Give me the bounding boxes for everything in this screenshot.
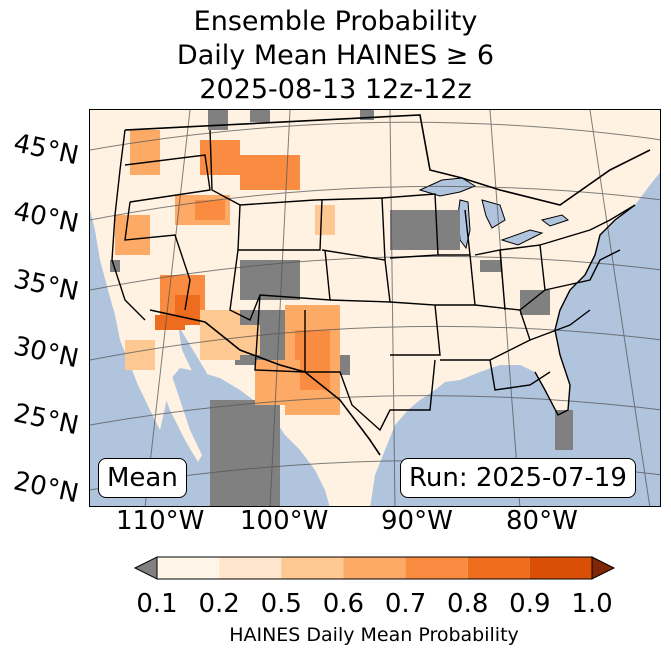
lat-label-20: 20°N <box>10 466 82 510</box>
title-line-3: 2025-08-13 12z-12z <box>199 74 472 105</box>
west-coastline <box>111 129 146 321</box>
colorbar-segment <box>219 557 282 579</box>
colorbar-outline <box>156 556 593 580</box>
colorbar-tick-label: 0.5 <box>260 589 302 619</box>
run-date-box: Run: 2025-07-19 <box>400 458 636 498</box>
lon-label-110: 110°W <box>116 506 205 536</box>
colorbar <box>133 556 616 580</box>
colorbar-tick-label: 0.8 <box>447 589 489 619</box>
colorbar-segment <box>281 557 344 579</box>
state-borders <box>124 129 636 432</box>
colorbar-tick-label: 0.9 <box>509 589 551 619</box>
colorbar-under-arrow <box>133 556 158 580</box>
lat-label-35: 35°N <box>10 264 82 308</box>
map-panel <box>89 109 661 507</box>
us-mexico-border <box>149 309 381 456</box>
title-line-1: Ensemble Probability <box>193 6 478 37</box>
canada-border <box>124 114 651 206</box>
lat-label-40: 40°N <box>10 196 82 240</box>
lat-label-45: 45°N <box>10 128 82 172</box>
colorbar-tick-label: 1.0 <box>571 589 613 619</box>
colorbar-tick-label: 0.7 <box>384 589 427 619</box>
lat-label-30: 30°N <box>10 331 82 375</box>
lake-ontario <box>540 214 570 227</box>
baja-peninsula <box>145 320 202 462</box>
land-area <box>90 110 660 506</box>
probability-fills <box>115 130 340 415</box>
colorbar-label: HAINES Daily Mean Probability <box>229 624 519 646</box>
colorbar-tick-label: 0.1 <box>136 589 178 619</box>
colorbar-segment <box>405 557 468 579</box>
lat-label-25: 25°N <box>10 398 82 442</box>
colorbar-segment <box>157 557 220 579</box>
gulf-of-california <box>178 325 228 422</box>
title-line-2: Daily Mean HAINES ≥ 6 <box>176 40 495 71</box>
lake-erie <box>500 229 544 246</box>
colorbar-segment <box>529 557 592 579</box>
map-canvas <box>90 110 660 506</box>
lon-label-100: 100°W <box>240 506 329 536</box>
colorbar-over-arrow <box>591 556 616 580</box>
lon-label-80: 80°W <box>506 506 578 536</box>
colorbar-segment <box>467 557 530 579</box>
lon-label-90: 90°W <box>381 506 453 536</box>
colorbar-tick-label: 0.2 <box>198 589 240 619</box>
colorbar-segment <box>343 557 406 579</box>
mean-label-box: Mean <box>98 458 187 498</box>
lake-superior <box>418 177 477 197</box>
east-coastline <box>534 204 636 416</box>
colorbar-tick-label: 0.6 <box>322 589 365 619</box>
